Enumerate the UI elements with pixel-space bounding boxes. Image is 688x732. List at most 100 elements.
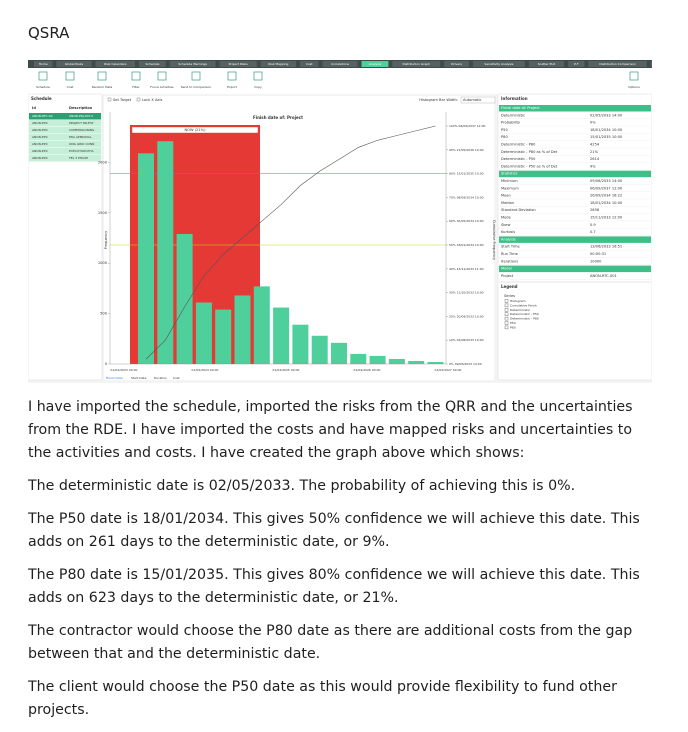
legend-checkbox[interactable] [504, 308, 509, 312]
legend-item: Deterministic [510, 308, 530, 312]
legend-checkbox[interactable] [504, 325, 509, 330]
chart-tab[interactable]: Duration [154, 376, 167, 380]
info-value: 21% [590, 150, 599, 154]
legend-checkbox[interactable] [504, 321, 509, 325]
tab[interactable] [650, 61, 652, 67]
legend-checkbox[interactable] [504, 299, 509, 303]
body-text: I have imported the schedule, imported t… [28, 396, 658, 732]
legend-item: P80 [510, 325, 516, 329]
tab-label[interactable]: Global Risks [65, 62, 84, 66]
chart-tab[interactable]: Start Date [131, 376, 147, 380]
y-tick-label: 0 [105, 362, 108, 366]
tab-label[interactable]: Distribution Graph [402, 62, 430, 66]
button-icon[interactable] [97, 71, 107, 81]
tab[interactable] [472, 61, 525, 67]
tab[interactable] [56, 61, 92, 67]
tab[interactable] [139, 61, 166, 67]
tab[interactable] [588, 61, 647, 67]
dropdown[interactable] [460, 96, 496, 104]
tab[interactable] [444, 61, 469, 67]
section-header [499, 265, 651, 273]
button-icon[interactable] [38, 71, 48, 81]
info-value: 26/09/2034 16:22 [590, 194, 622, 198]
button-icon[interactable] [629, 71, 639, 81]
checkbox[interactable] [107, 97, 112, 102]
button-icon[interactable] [253, 71, 263, 81]
cell: ANON-EPC [32, 156, 48, 160]
tab-label[interactable]: Schedule Warnings [178, 62, 207, 66]
legend-item: Histogram [510, 299, 526, 303]
tab-label[interactable]: Cost [306, 62, 313, 66]
button-label[interactable]: Copy [254, 85, 262, 89]
histogram-bar [195, 302, 212, 364]
cell: PROJECT MILEST [69, 121, 94, 125]
tab[interactable] [568, 61, 585, 67]
button-icon[interactable] [191, 71, 201, 81]
tab-label[interactable]: Risk Calendars [104, 62, 127, 66]
tab[interactable] [528, 61, 565, 67]
button-label[interactable]: Export [227, 85, 238, 89]
tab[interactable] [361, 61, 389, 67]
checkbox[interactable] [136, 97, 141, 102]
tab[interactable] [34, 61, 53, 67]
legend-checkbox[interactable] [504, 303, 509, 308]
button-label[interactable]: Random Data [92, 85, 113, 89]
cell: COMMISSIONING [69, 128, 95, 132]
tab-label[interactable]: Correlations [331, 62, 350, 66]
tab[interactable] [300, 61, 319, 67]
info-value: 18/01/2034 10:00 [590, 128, 623, 132]
control-label: Histogram Bar Width: [419, 98, 458, 102]
histogram-bar [388, 358, 405, 364]
info-key: Project [501, 274, 514, 278]
y2-tick-label: 50% 18/01/2034 10:00 [449, 243, 484, 247]
button-label[interactable]: Send to Comparison [181, 85, 212, 89]
info-value: 10000 [590, 259, 602, 263]
tab-label[interactable]: Project Risks [229, 62, 248, 66]
y-tick-label: 2000 [98, 160, 108, 164]
tab-label[interactable]: Distribution Comparison [599, 62, 636, 66]
button-label[interactable]: Focus Activities [150, 85, 174, 89]
legend-checkbox[interactable] [504, 312, 509, 316]
cell: EXECUTION PHA [69, 149, 94, 153]
button-icon[interactable] [227, 71, 237, 81]
info-title: Information [501, 96, 528, 101]
tab-label[interactable]: Risk Mapping [268, 62, 288, 66]
tab-label[interactable]: Schedule [146, 62, 160, 66]
section-title: Statistics [501, 172, 518, 176]
tab-label[interactable]: Analysis [369, 62, 382, 66]
button-label[interactable]: Options [628, 85, 640, 89]
button-label[interactable]: Filter [132, 85, 140, 89]
chart-tab[interactable]: Cost [173, 376, 180, 380]
y2-axis-label: Cumulative Frequency [492, 220, 496, 261]
tab-label[interactable]: Home [39, 62, 48, 66]
tab-label[interactable]: Scatter Plot [538, 62, 556, 66]
tab[interactable] [392, 61, 441, 67]
button-icon[interactable] [65, 71, 75, 81]
tab[interactable] [219, 61, 257, 67]
section-title: Analysis [501, 237, 516, 241]
info-key: Minimum [501, 179, 518, 183]
tab[interactable] [260, 61, 296, 67]
tab-label[interactable]: P-F [574, 62, 579, 66]
info-value: 13/06/2033 16:51 [590, 245, 622, 249]
tab[interactable] [322, 61, 358, 67]
button-label[interactable]: Cost [67, 85, 74, 89]
button-icon[interactable] [131, 71, 141, 81]
tab-label[interactable]: Drivers [451, 62, 462, 66]
schedule-row [29, 113, 101, 120]
y2-tick-label: 60% 30/05/2034 10:00 [449, 219, 484, 223]
info-key: Deterministic [501, 113, 525, 117]
chart-tab[interactable]: Finish Date [106, 376, 123, 380]
legend-checkbox[interactable] [504, 316, 509, 321]
histogram-bar [215, 309, 232, 364]
chart-title: Finish date of: Project [253, 115, 303, 120]
tab-label[interactable]: Sensitivity Analysis [484, 62, 513, 66]
tab[interactable] [169, 61, 216, 67]
button-icon[interactable] [157, 71, 167, 81]
cell: ANON-EPC [32, 149, 48, 153]
button-label[interactable]: Schedule [36, 85, 50, 89]
schedule-row [29, 134, 101, 141]
tab[interactable] [95, 61, 135, 67]
histogram-bar [273, 307, 290, 364]
section-header [499, 105, 651, 112]
